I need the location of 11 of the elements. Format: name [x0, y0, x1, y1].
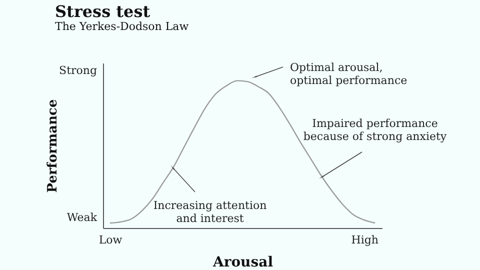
chart-title: Stress test: [55, 2, 151, 21]
annotation: Increasing attention and interest: [153, 199, 267, 225]
x-axis-title: Arousal: [212, 254, 274, 270]
x-tick-label: High: [351, 234, 379, 246]
chart-subtitle: The Yerkes-Dodson Law: [55, 20, 190, 33]
x-tick-label: Low: [98, 234, 123, 246]
y-axis-title: Performance: [46, 99, 60, 193]
text: Weak: [66, 211, 98, 224]
text: Strong: [59, 64, 97, 77]
annotation: Impaired performance because of strong anxiety: [303, 117, 448, 143]
annotation: Optimal arousal, optimal performance: [290, 61, 408, 87]
